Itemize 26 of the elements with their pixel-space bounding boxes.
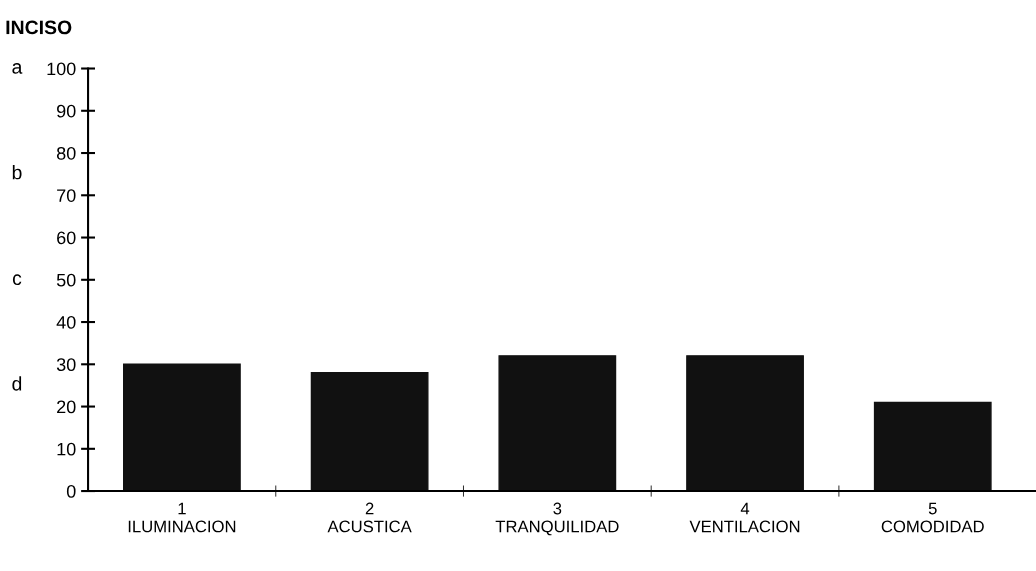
x-tick-label: 5 COMODIDAD <box>881 502 984 533</box>
chart-title: INCISO <box>6 20 72 35</box>
text: d <box>12 376 22 391</box>
bar <box>123 363 241 492</box>
x-tick-label: 4 VENTILACION <box>689 502 800 533</box>
bar <box>310 372 429 492</box>
text: a <box>12 63 23 74</box>
y-tick-label: 10 <box>57 442 76 456</box>
text: b <box>12 165 22 180</box>
y-tick-label: 40 <box>56 315 76 329</box>
y-tick-label: 0 <box>66 484 76 498</box>
bar <box>498 355 617 492</box>
y-tick-label: 90 <box>57 104 76 118</box>
y-tick-label: 100 <box>47 62 76 76</box>
bar <box>686 355 804 492</box>
x-tick-label: 2 ACUSTICA <box>327 502 412 533</box>
y-tick-label: 70 <box>57 189 76 202</box>
y-tick-label: 60 <box>57 231 76 245</box>
y-tick-label: 80 <box>56 146 76 160</box>
y-tick-label: 50 <box>56 273 76 287</box>
x-tick-label: 1 ILUMINACION <box>128 502 236 533</box>
y-tick-label: 20 <box>57 400 76 414</box>
y-tick-label: 30 <box>56 358 76 372</box>
text: c <box>12 274 22 286</box>
bar <box>873 401 992 492</box>
x-tick-label: 3 TRANQUILIDAD <box>495 502 619 536</box>
